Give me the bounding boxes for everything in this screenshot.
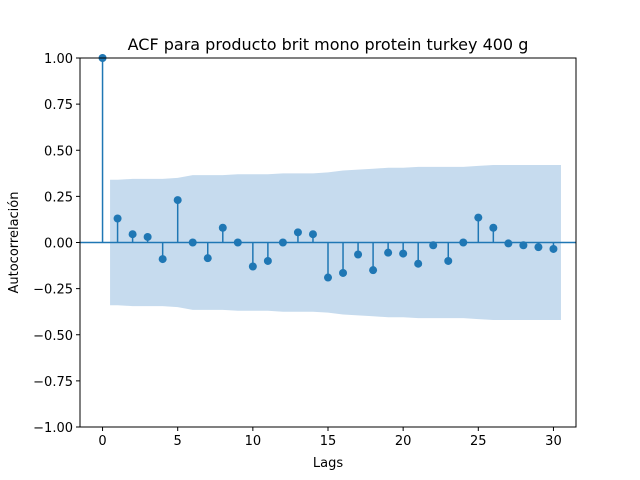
stem-marker-lag-27 (504, 239, 513, 248)
stem-marker-lag-7 (203, 254, 212, 263)
stem-marker-lag-9 (233, 238, 242, 247)
stem-marker-lag-13 (293, 228, 302, 237)
y-tick-label: 0.00 (44, 237, 73, 252)
stem-marker-lag-19 (384, 248, 393, 257)
stem-marker-lag-24 (459, 238, 468, 247)
y-ticks: −1.00 −0.75 −0.50 −0.25 0.00 0.25 0.50 0.75 1.00 (33, 52, 80, 436)
stem-marker-lag-23 (444, 256, 453, 265)
y-tick-label: 0.75 (44, 98, 73, 113)
x-tick-label: 30 (545, 434, 562, 449)
y-tick-label: 0.25 (44, 190, 73, 205)
y-tick-label: −0.50 (33, 329, 73, 344)
x-tick-label: 10 (245, 434, 262, 449)
stem-marker-lag-21 (414, 259, 423, 268)
stem-marker-lag-11 (263, 256, 272, 265)
stem-marker-lag-12 (278, 238, 287, 247)
stem-marker-lag-20 (399, 249, 408, 258)
stem-marker-lag-22 (429, 241, 438, 250)
stem-marker-lag-8 (218, 223, 227, 232)
x-tick-label: 5 (174, 434, 182, 449)
stem-marker-lag-15 (324, 273, 332, 282)
stem-marker-lag-3 (143, 232, 152, 241)
stem-marker-lag-2 (128, 230, 137, 239)
y-axis-label: Autocorrelación (7, 192, 22, 294)
stem-marker-lag-17 (354, 250, 363, 259)
stem-marker-lag-4 (158, 255, 167, 264)
stem-marker-lag-29 (534, 243, 543, 252)
stem-marker-lag-16 (339, 268, 348, 277)
stem-marker-lag-6 (188, 238, 197, 247)
y-tick-label: −0.25 (33, 283, 73, 298)
y-tick-label: 1.00 (44, 52, 73, 67)
x-tick-label: 25 (470, 434, 487, 449)
chart-title: ACF para producto brit mono protein turk… (128, 35, 529, 54)
y-tick-label: −1.00 (33, 421, 73, 436)
stem-marker-lag-25 (474, 213, 483, 222)
stem-marker-lag-14 (308, 230, 317, 239)
stem-marker-lag-10 (248, 262, 257, 271)
stem-marker-lag-30 (549, 244, 558, 253)
stem-marker-lag-1 (113, 214, 122, 223)
stem-marker-lag-5 (173, 196, 182, 205)
stems-layer (98, 54, 558, 282)
stem-marker-lag-26 (489, 223, 498, 232)
y-tick-label: 0.50 (44, 144, 73, 159)
stem-marker-lag-28 (519, 241, 528, 250)
x-tick-label: 15 (320, 434, 337, 449)
x-tick-label: 0 (98, 434, 106, 449)
x-tick-label: 20 (395, 434, 412, 449)
x-ticks: 0 5 10 15 20 25 30 (98, 427, 562, 449)
x-axis-label: Lags (313, 456, 343, 471)
stem-marker-lag-18 (369, 266, 378, 275)
y-tick-label: −0.75 (33, 375, 73, 390)
